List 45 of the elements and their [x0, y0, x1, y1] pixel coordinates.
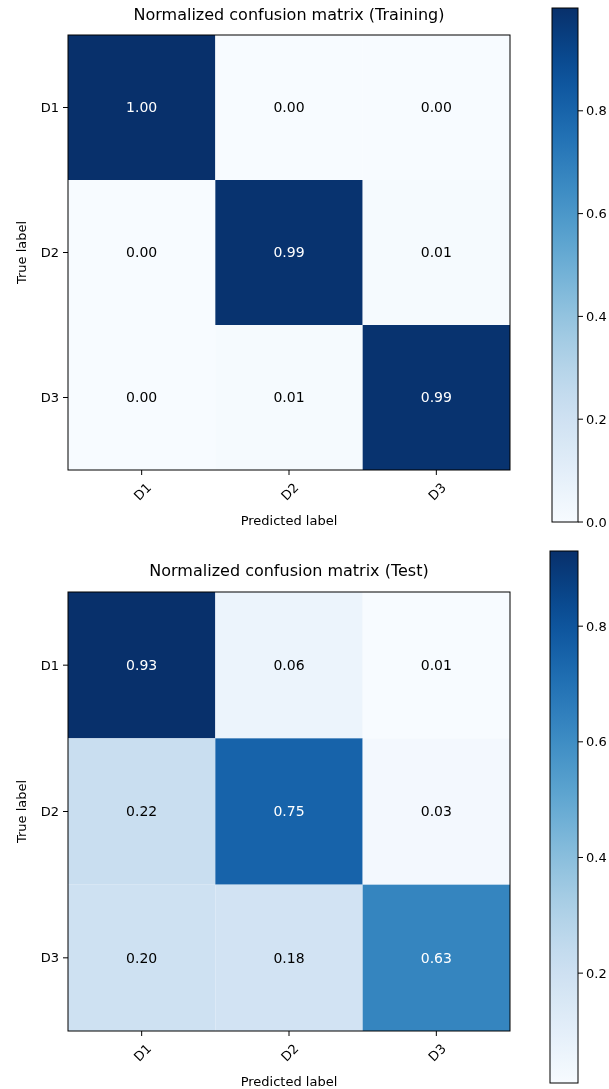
color-bar-label: 0.6: [586, 734, 607, 750]
data-label: 1.00: [126, 99, 158, 116]
color-bar-label: 0.2: [586, 411, 607, 427]
y-tick-label: D3: [40, 390, 59, 406]
x-axis-title: Predicted label: [240, 513, 338, 528]
data-label: 0.75: [273, 803, 305, 820]
data-label: 0.01: [420, 657, 452, 674]
x-tick-label: D3: [425, 479, 449, 504]
color-bar-label: 0.4: [586, 308, 607, 324]
data-label: 0.63: [420, 949, 452, 966]
y-tick-label: D1: [40, 100, 59, 116]
data-label: 0.22: [126, 803, 158, 820]
data-label: 0.93: [126, 657, 158, 674]
data-label: 0.01: [273, 389, 305, 406]
x-tick-label: D1: [130, 1040, 155, 1065]
x-tick-label: D1: [130, 479, 155, 504]
data-label: 0.00: [420, 99, 452, 116]
color-bar-label: 0.0: [586, 514, 607, 530]
color-bar-label: 0.2: [586, 965, 607, 981]
x-tick-label: D2: [278, 1040, 302, 1065]
y-tick-label: D2: [40, 804, 59, 820]
chart-title: Normalized confusion matrix (Test): [149, 561, 429, 580]
data-label: 0.99: [420, 389, 452, 406]
data-label: 0.18: [273, 949, 305, 966]
y-axis-title: True label: [14, 220, 29, 286]
y-tick-label: D2: [40, 245, 59, 261]
y-tick-label: D3: [40, 950, 59, 966]
x-tick-label: D3: [425, 1040, 449, 1065]
color-bar-label: 0.4: [586, 850, 607, 866]
x-axis-title: Predicted label: [240, 1074, 338, 1089]
color-bar-label: 0.8: [586, 618, 607, 634]
data-label: 0.00: [126, 244, 158, 261]
data-label: 0.99: [273, 244, 305, 261]
y-tick-label: D1: [40, 657, 59, 673]
y-axis-title: True label: [14, 779, 29, 845]
data-label: 0.06: [273, 657, 305, 674]
x-tick-label: D2: [278, 479, 302, 504]
data-label: 0.20: [126, 949, 158, 966]
color-bar-label: 0.6: [586, 206, 607, 222]
data-label: 0.03: [420, 803, 452, 820]
data-label: 0.01: [420, 244, 452, 261]
data-label: 0.00: [126, 389, 158, 406]
color-bar-label: 0.8: [586, 103, 607, 119]
data-label: 0.00: [273, 99, 305, 116]
chart-title: Normalized confusion matrix (Training): [133, 5, 445, 24]
